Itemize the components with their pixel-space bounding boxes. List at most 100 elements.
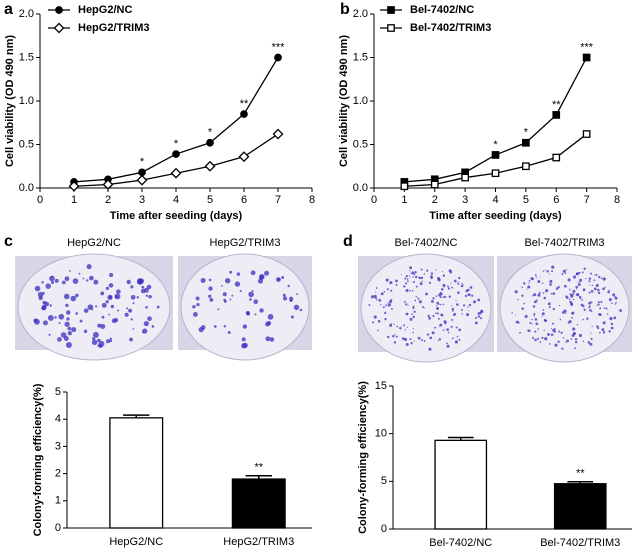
x-tick-label: 2 — [432, 194, 438, 206]
colony — [63, 293, 70, 300]
marker — [552, 111, 561, 119]
colony — [412, 276, 414, 278]
colony — [403, 285, 406, 288]
marker — [68, 180, 80, 192]
marker — [272, 128, 284, 140]
colony — [409, 317, 413, 321]
colony — [419, 282, 423, 286]
colony — [386, 288, 389, 291]
colony — [603, 307, 606, 309]
colony — [552, 292, 556, 295]
colony — [535, 322, 539, 326]
colony — [264, 270, 270, 276]
error-bar — [123, 414, 150, 418]
colony — [93, 279, 99, 285]
colony — [405, 288, 409, 293]
colony — [455, 326, 458, 329]
colony — [259, 274, 265, 280]
colony — [208, 294, 212, 298]
legend-label: HepG2/TRIM3 — [78, 22, 150, 34]
colony — [457, 283, 460, 285]
colony — [409, 276, 411, 278]
colony — [613, 316, 617, 320]
significance: ** — [240, 98, 249, 110]
colony — [281, 276, 285, 279]
colony — [441, 271, 443, 273]
marker — [53, 22, 65, 34]
colony — [428, 347, 432, 351]
colony — [538, 291, 541, 294]
colony — [458, 328, 462, 332]
colony — [110, 304, 115, 309]
colony — [528, 282, 530, 284]
colony — [438, 338, 442, 341]
colony — [54, 278, 59, 283]
colony — [451, 307, 454, 311]
colony — [594, 274, 596, 276]
image-label: Bel-7402/TRIM3 — [524, 237, 604, 249]
colony — [535, 276, 537, 279]
colony — [575, 288, 577, 290]
y-tick-label: 5 — [381, 475, 387, 487]
x-tick-label: 5 — [207, 194, 213, 206]
colony — [132, 328, 135, 330]
x-tick-label: 4 — [173, 194, 179, 206]
colony — [517, 298, 519, 301]
colony — [208, 286, 213, 291]
colony — [527, 329, 531, 333]
colony — [436, 304, 438, 307]
colony — [576, 293, 580, 297]
colony — [87, 304, 94, 310]
colony — [101, 302, 107, 308]
significance: * — [208, 127, 213, 139]
colony — [566, 339, 569, 343]
bar — [434, 439, 488, 530]
colony — [463, 304, 466, 307]
colony — [83, 308, 89, 313]
colony — [468, 303, 472, 307]
colony — [597, 291, 601, 295]
colony — [437, 317, 440, 320]
colony — [453, 313, 456, 316]
colony — [567, 278, 571, 282]
colony — [537, 280, 540, 283]
colony — [92, 337, 96, 341]
colony — [408, 274, 410, 276]
colony — [437, 276, 441, 280]
legend-label: HepG2/NC — [78, 4, 132, 16]
colony — [98, 340, 105, 347]
colony — [589, 284, 591, 286]
colony — [596, 325, 599, 328]
colony — [420, 276, 424, 280]
colony — [132, 302, 135, 305]
colony — [558, 304, 561, 307]
colony — [534, 338, 537, 342]
colony — [380, 292, 384, 296]
colony — [448, 269, 452, 273]
colony — [549, 279, 553, 283]
colony — [387, 302, 389, 304]
y-tick-label: 10 — [375, 428, 387, 440]
colony — [523, 282, 526, 285]
colony — [599, 307, 602, 310]
significance: ** — [552, 99, 561, 111]
colony — [606, 313, 609, 315]
panel-letter: c — [4, 233, 13, 250]
colony — [472, 300, 477, 304]
colony — [590, 272, 593, 275]
colony — [600, 277, 603, 280]
colony — [412, 315, 415, 319]
colony — [58, 322, 61, 325]
colony — [602, 277, 606, 281]
colony — [458, 338, 461, 341]
colony — [450, 325, 453, 328]
y-tick-label: 0 — [55, 522, 61, 534]
colony — [438, 293, 442, 297]
marker — [522, 138, 530, 147]
colony — [591, 284, 594, 287]
colony — [582, 304, 585, 308]
colony — [269, 337, 275, 342]
colony — [413, 310, 416, 313]
colony — [456, 303, 459, 306]
colony — [572, 327, 576, 331]
